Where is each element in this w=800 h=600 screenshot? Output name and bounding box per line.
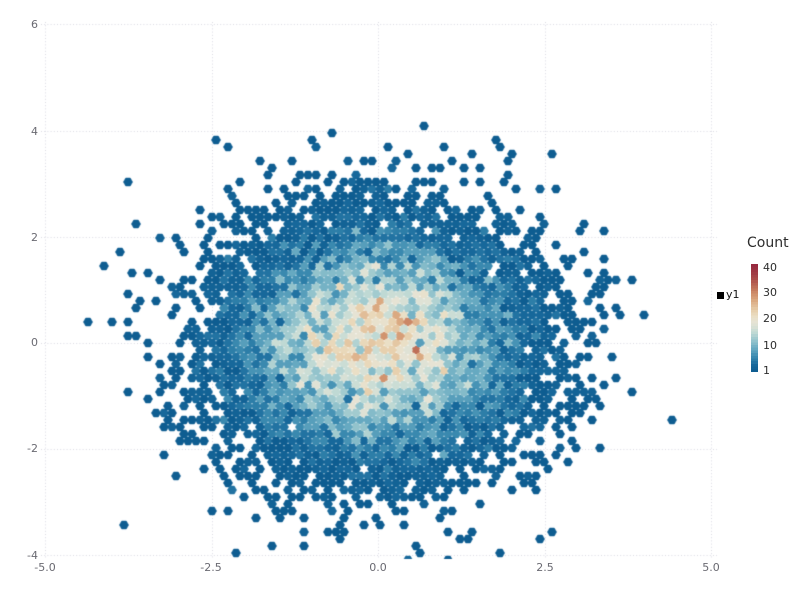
colorbar-tick-label: 10 bbox=[763, 339, 777, 352]
y-tick-label: 2 bbox=[31, 231, 38, 244]
series-label: y1 bbox=[726, 288, 740, 301]
colorbar-tick-label: 30 bbox=[763, 286, 777, 299]
y-tick-label: 4 bbox=[31, 125, 38, 138]
y-tick-label: 6 bbox=[31, 18, 38, 31]
x-tick-label: 0.0 bbox=[369, 561, 387, 574]
y-tick-label: -4 bbox=[27, 549, 38, 562]
y-tick-label: 0 bbox=[31, 336, 38, 349]
colorbar-tick-label: 20 bbox=[763, 312, 777, 325]
y-tick-label: -2 bbox=[27, 442, 38, 455]
x-tick-label: 2.5 bbox=[536, 561, 554, 574]
x-tick-label: -2.5 bbox=[200, 561, 222, 574]
legend-entry-y1: y1 bbox=[717, 289, 740, 301]
x-tick-label: -5.0 bbox=[34, 561, 56, 574]
colorbar bbox=[751, 264, 758, 372]
colorbar-tick-label: 40 bbox=[763, 261, 777, 274]
colorbar-tick-label: 1 bbox=[763, 364, 770, 377]
series-marker-icon bbox=[717, 291, 724, 299]
x-tick-label: 5.0 bbox=[702, 561, 720, 574]
colorbar-title: Count bbox=[747, 235, 789, 251]
